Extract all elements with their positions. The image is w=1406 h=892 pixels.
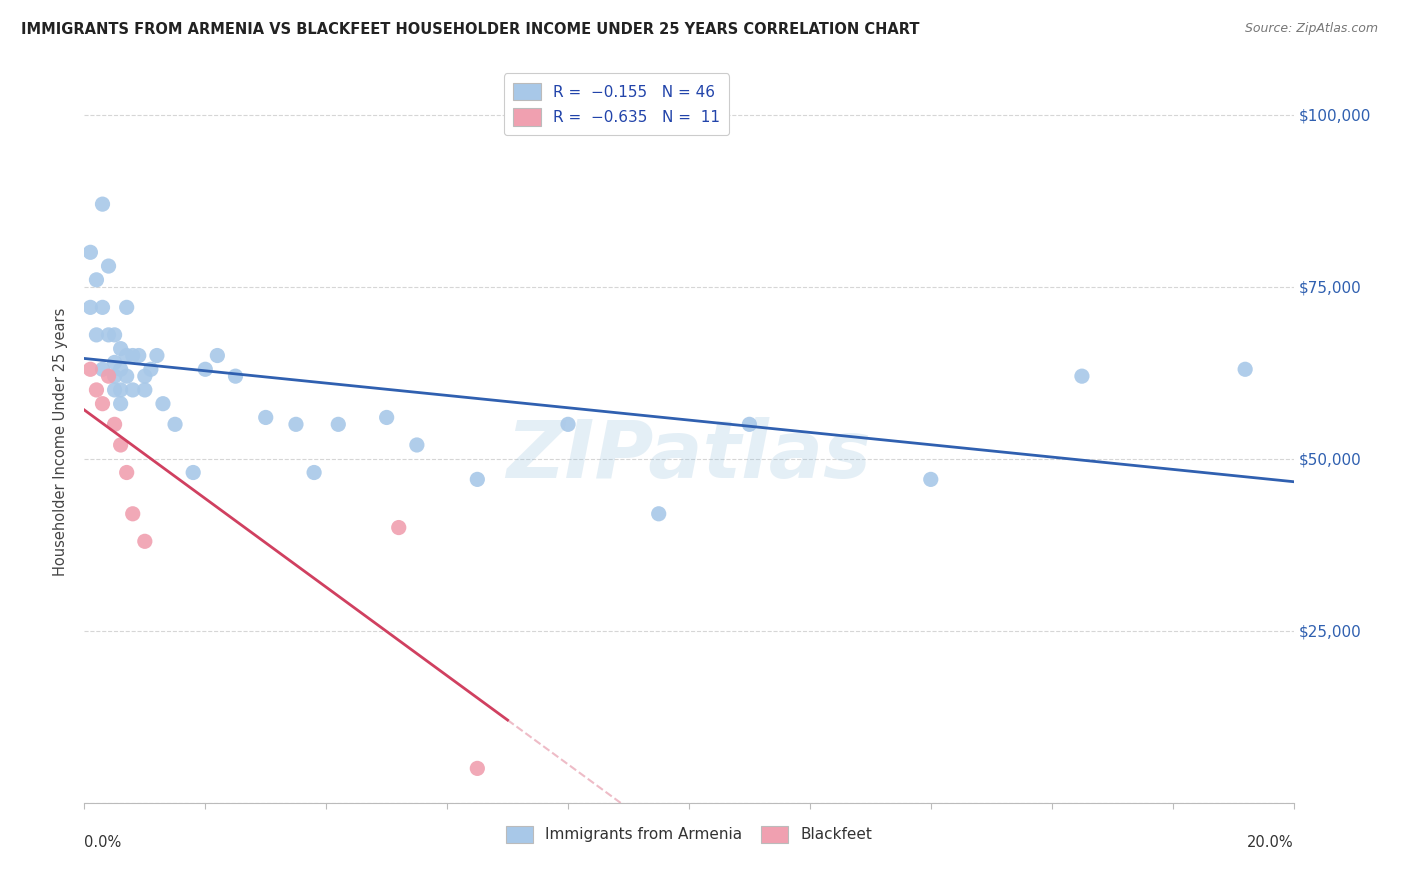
Point <box>86 273 108 287</box>
Point <box>920 472 942 486</box>
Point <box>115 466 138 480</box>
Point <box>134 383 156 397</box>
Point <box>121 383 143 397</box>
Point <box>79 301 101 315</box>
Point <box>467 472 489 486</box>
Text: Source: ZipAtlas.com: Source: ZipAtlas.com <box>1244 22 1378 36</box>
Point <box>128 349 150 363</box>
Point <box>648 507 671 521</box>
Point <box>254 410 277 425</box>
Point <box>406 438 429 452</box>
Point <box>86 327 108 342</box>
Point <box>139 362 162 376</box>
Point <box>152 397 174 411</box>
Point <box>104 383 127 397</box>
Point <box>110 397 132 411</box>
Point <box>115 301 138 315</box>
Point <box>328 417 350 432</box>
Point <box>121 349 143 363</box>
Point <box>91 197 114 211</box>
Point <box>207 349 229 363</box>
Y-axis label: Householder Income Under 25 years: Householder Income Under 25 years <box>53 308 69 575</box>
Text: 0.0%: 0.0% <box>84 835 121 850</box>
Point <box>285 417 308 432</box>
Text: IMMIGRANTS FROM ARMENIA VS BLACKFEET HOUSEHOLDER INCOME UNDER 25 YEARS CORRELATI: IMMIGRANTS FROM ARMENIA VS BLACKFEET HOU… <box>21 22 920 37</box>
Point <box>194 362 217 376</box>
Point <box>91 362 114 376</box>
Legend: Immigrants from Armenia, Blackfeet: Immigrants from Armenia, Blackfeet <box>499 820 879 849</box>
Point <box>146 349 169 363</box>
Point <box>110 383 132 397</box>
Point <box>97 369 120 384</box>
Point <box>91 301 114 315</box>
Point <box>110 362 132 376</box>
Text: ZIPatlas: ZIPatlas <box>506 417 872 495</box>
Point <box>302 466 325 480</box>
Point <box>91 397 114 411</box>
Point <box>375 410 398 425</box>
Point <box>97 327 120 342</box>
Point <box>104 369 127 384</box>
Point <box>467 761 489 775</box>
Point <box>110 438 132 452</box>
Text: 20.0%: 20.0% <box>1247 835 1294 850</box>
Point <box>134 369 156 384</box>
Point <box>115 349 138 363</box>
Point <box>225 369 247 384</box>
Point <box>181 466 204 480</box>
Point <box>738 417 761 432</box>
Point <box>104 327 127 342</box>
Point <box>79 245 101 260</box>
Point <box>1234 362 1257 376</box>
Point <box>104 417 127 432</box>
Point <box>110 342 132 356</box>
Point <box>1071 369 1094 384</box>
Point <box>97 259 120 273</box>
Point <box>165 417 187 432</box>
Point <box>104 355 127 369</box>
Point <box>115 369 138 384</box>
Point <box>388 520 411 534</box>
Point <box>121 507 143 521</box>
Point <box>134 534 156 549</box>
Point <box>79 362 101 376</box>
Point <box>557 417 579 432</box>
Point <box>86 383 108 397</box>
